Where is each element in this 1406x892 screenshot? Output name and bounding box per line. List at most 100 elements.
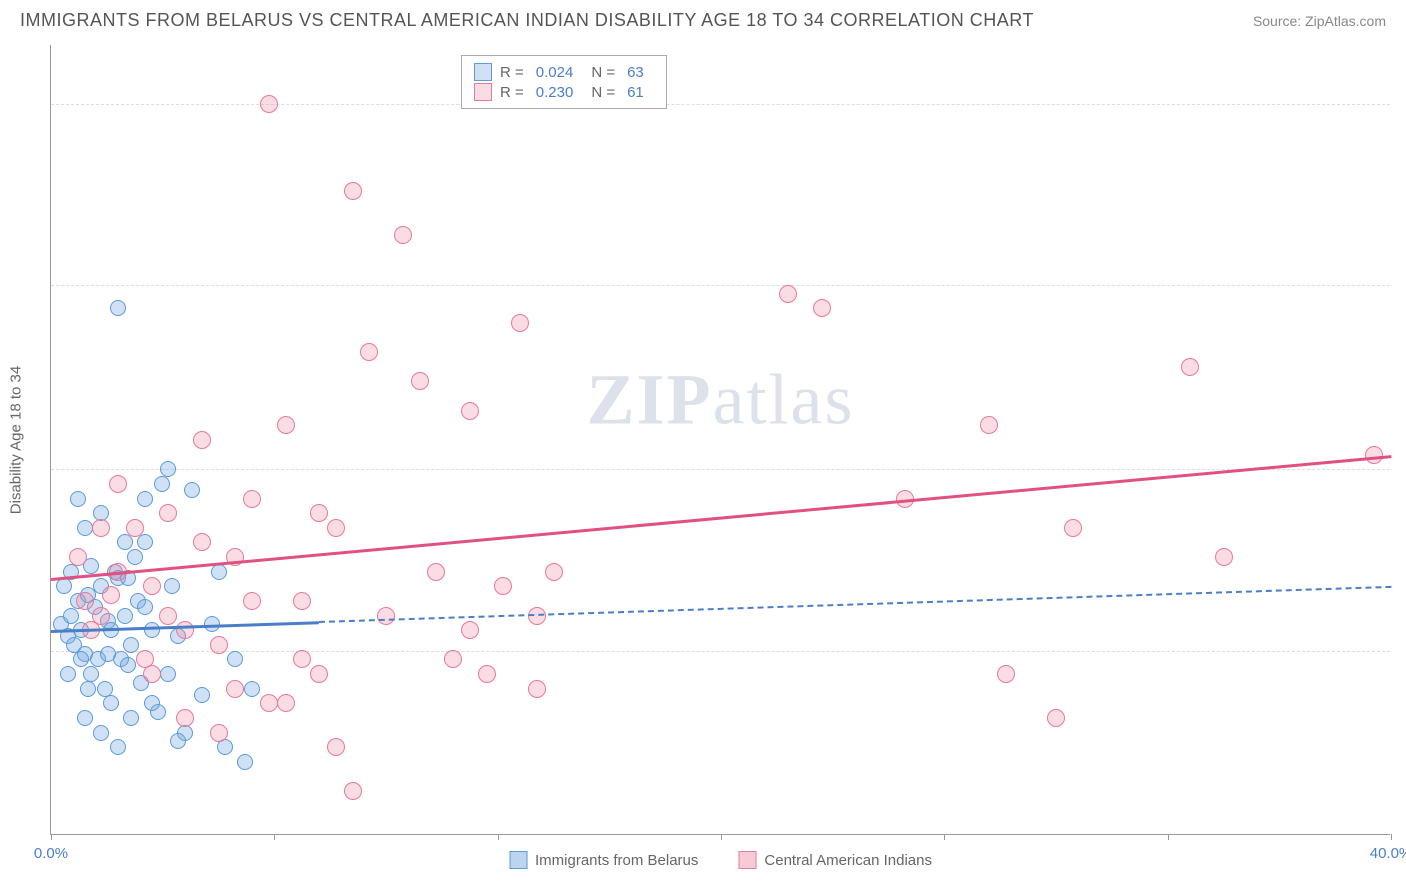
chart-header: IMMIGRANTS FROM BELARUS VS CENTRAL AMERI… (0, 0, 1406, 36)
x-tick (721, 834, 722, 840)
data-point (144, 622, 160, 638)
chart-source: Source: ZipAtlas.com (1253, 13, 1386, 29)
data-point (394, 226, 412, 244)
data-point (127, 549, 143, 565)
legend-series-label: Immigrants from Belarus (535, 852, 698, 869)
data-point (310, 665, 328, 683)
data-point (427, 563, 445, 581)
legend-n-label: N = (591, 84, 615, 101)
data-point (137, 491, 153, 507)
data-point (1215, 548, 1233, 566)
chart-title: IMMIGRANTS FROM BELARUS VS CENTRAL AMERI… (20, 10, 1034, 31)
data-point (159, 504, 177, 522)
x-tick-label: 40.0% (1370, 845, 1406, 862)
legend-row: R = 0.230 N = 61 (474, 82, 654, 102)
data-point (93, 725, 109, 741)
legend-series-item: Central American Indians (738, 851, 932, 869)
data-point (344, 182, 362, 200)
data-point (123, 637, 139, 653)
data-point (76, 592, 94, 610)
legend-swatch (474, 83, 492, 101)
data-point (176, 621, 194, 639)
grid-line (51, 469, 1390, 470)
data-point (80, 681, 96, 697)
legend-swatch (474, 63, 492, 81)
data-point (444, 650, 462, 668)
watermark: ZIPatlas (587, 359, 855, 442)
data-point (545, 563, 563, 581)
legend-series-label: Central American Indians (764, 852, 932, 869)
data-point (70, 491, 86, 507)
data-point (243, 592, 261, 610)
data-point (83, 666, 99, 682)
data-point (327, 519, 345, 537)
legend-r-label: R = (500, 84, 524, 101)
data-point (210, 636, 228, 654)
data-point (97, 681, 113, 697)
data-point (109, 475, 127, 493)
data-point (117, 534, 133, 550)
legend-r-value: 0.230 (536, 84, 574, 101)
x-tick (51, 834, 52, 840)
data-point (63, 608, 79, 624)
data-point (160, 666, 176, 682)
data-point (102, 586, 120, 604)
data-point (154, 476, 170, 492)
data-point (193, 533, 211, 551)
data-point (69, 548, 87, 566)
x-tick (274, 834, 275, 840)
data-point (277, 694, 295, 712)
data-point (184, 482, 200, 498)
legend-n-value: 61 (627, 84, 644, 101)
chart-container: ZIPatlas Disability Age 18 to 34 6.3%12.… (50, 45, 1390, 835)
data-point (110, 739, 126, 755)
data-point (813, 299, 831, 317)
data-point (164, 578, 180, 594)
data-point (980, 416, 998, 434)
data-point (779, 285, 797, 303)
plot-area: ZIPatlas Disability Age 18 to 34 6.3%12.… (50, 45, 1390, 835)
data-point (144, 695, 160, 711)
data-point (528, 680, 546, 698)
data-point (494, 577, 512, 595)
data-point (73, 651, 89, 667)
x-tick (498, 834, 499, 840)
data-point (110, 300, 126, 316)
data-point (260, 694, 278, 712)
legend-swatch (738, 851, 756, 869)
x-tick (1168, 834, 1169, 840)
data-point (277, 416, 295, 434)
data-point (159, 607, 177, 625)
data-point (137, 599, 153, 615)
data-point (1064, 519, 1082, 537)
grid-line (51, 285, 1390, 286)
data-point (244, 681, 260, 697)
data-point (226, 680, 244, 698)
data-point (136, 650, 154, 668)
data-point (143, 577, 161, 595)
data-point (461, 621, 479, 639)
data-point (210, 724, 228, 742)
data-point (77, 520, 93, 536)
data-point (137, 534, 153, 550)
data-point (1181, 358, 1199, 376)
data-point (310, 504, 328, 522)
x-tick (944, 834, 945, 840)
legend-series: Immigrants from Belarus Central American … (509, 851, 932, 869)
data-point (377, 607, 395, 625)
data-point (260, 95, 278, 113)
data-point (344, 782, 362, 800)
grid-line (51, 651, 1390, 652)
data-point (56, 578, 72, 594)
data-point (77, 710, 93, 726)
data-point (411, 372, 429, 390)
legend-n-value: 63 (627, 64, 644, 81)
data-point (176, 709, 194, 727)
data-point (360, 343, 378, 361)
legend-r-label: R = (500, 64, 524, 81)
data-point (293, 650, 311, 668)
data-point (243, 490, 261, 508)
data-point (511, 314, 529, 332)
legend-row: R =0.024N =63 (474, 62, 654, 82)
data-point (293, 592, 311, 610)
